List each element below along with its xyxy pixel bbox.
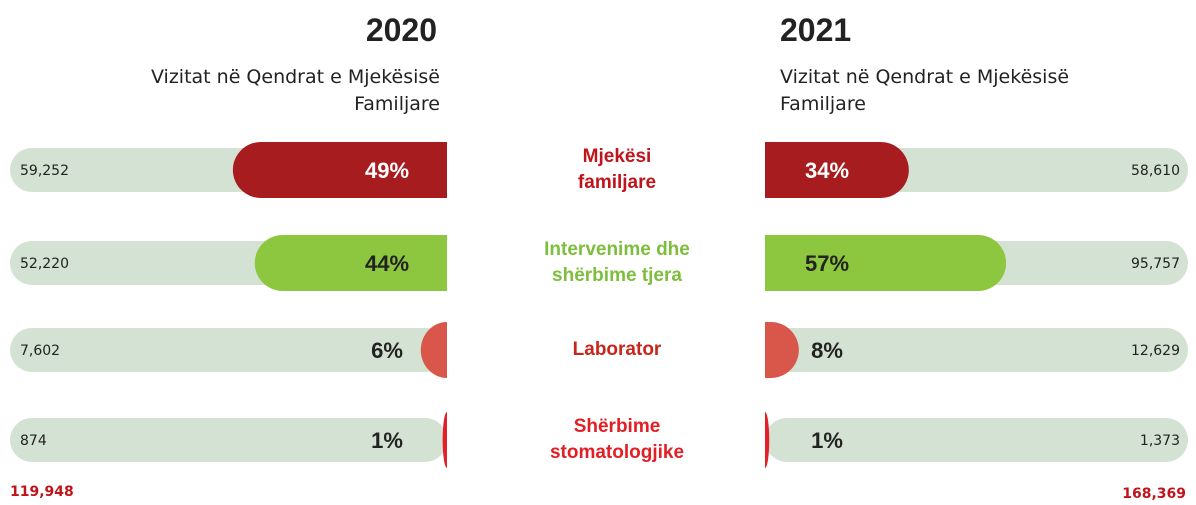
bar bbox=[254, 235, 447, 291]
value-label: 57% bbox=[805, 251, 849, 276]
count-label: 12,629 bbox=[1131, 343, 1180, 359]
value-label: 34% bbox=[805, 158, 849, 183]
value-label: 44% bbox=[365, 251, 409, 276]
value-label: 49% bbox=[365, 158, 409, 183]
value-label: 1% bbox=[371, 428, 403, 453]
bar-track bbox=[10, 328, 447, 372]
bar bbox=[765, 412, 770, 468]
count-label: 95,757 bbox=[1131, 256, 1180, 272]
bar-track bbox=[765, 328, 1188, 372]
category-label: Intervenime dhe shërbime tjera bbox=[544, 239, 690, 286]
category-label: Shërbime stomatologjike bbox=[549, 416, 685, 463]
count-label: 59,252 bbox=[20, 163, 69, 179]
bar bbox=[765, 322, 799, 379]
year-title: 2020 bbox=[365, 12, 437, 48]
subtitle: Vizitat në Qendrat e Mjekësisë Familjare bbox=[780, 66, 1070, 115]
count-label: 1,373 bbox=[1140, 433, 1180, 449]
count-label: 58,610 bbox=[1131, 163, 1180, 179]
subtitle: Vizitat në Qendrat e Mjekësisë Familjare bbox=[150, 66, 440, 115]
count-label: 874 bbox=[20, 433, 47, 449]
count-label: 7,602 bbox=[20, 343, 60, 359]
bar bbox=[232, 142, 447, 198]
total-label: 168,369 bbox=[1122, 486, 1186, 502]
value-label: 6% bbox=[371, 338, 403, 363]
bar bbox=[442, 412, 447, 468]
value-label: 1% bbox=[811, 428, 843, 453]
category-label: Laborator bbox=[572, 339, 662, 360]
year-title: 2021 bbox=[780, 12, 852, 48]
bar-track bbox=[765, 418, 1188, 462]
bar bbox=[765, 235, 1007, 291]
category-label: Mjekësi familjare bbox=[577, 146, 657, 193]
bar bbox=[765, 142, 909, 198]
total-label: 119,948 bbox=[10, 484, 74, 500]
value-label: 8% bbox=[811, 338, 843, 363]
count-label: 52,220 bbox=[20, 256, 69, 272]
bar bbox=[420, 322, 447, 379]
bar-track bbox=[10, 418, 447, 462]
